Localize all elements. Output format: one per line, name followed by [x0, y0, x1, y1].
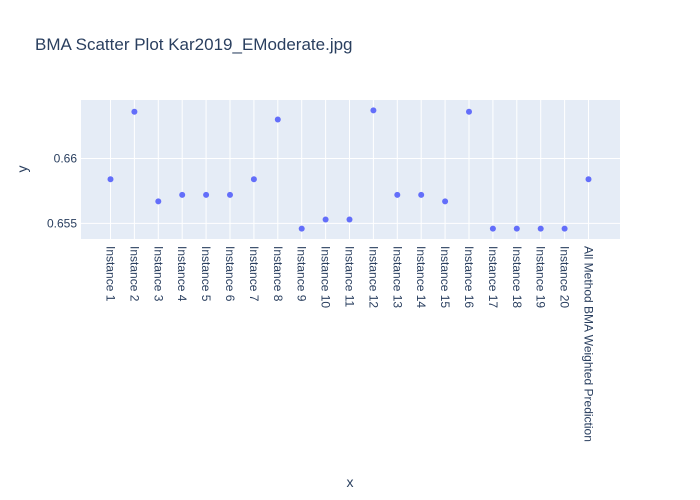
chart-title: BMA Scatter Plot Kar2019_EModerate.jpg: [35, 35, 353, 54]
y-axis-ticks: 0.655 0.66: [47, 151, 77, 230]
plot-area: [81, 100, 620, 239]
x-tick-label: Instance 4: [175, 246, 189, 302]
x-tick-label: Instance 9: [295, 246, 309, 302]
x-tick-label: Instance 8: [271, 246, 285, 302]
data-points: [107, 107, 592, 232]
grid: [81, 100, 620, 239]
x-tick-label: All Method BMA Weighted Prediction: [582, 246, 596, 442]
x-tick-label: Instance 6: [223, 246, 237, 302]
y-tick-label: 0.66: [54, 151, 78, 165]
x-tick-label: Instance 12: [366, 246, 380, 308]
data-point[interactable]: [227, 191, 233, 198]
x-tick-label: Instance 20: [558, 246, 572, 308]
x-axis-title: x: [347, 474, 354, 490]
data-point[interactable]: [322, 216, 329, 223]
data-point[interactable]: [274, 116, 281, 123]
x-tick-label: Instance 14: [414, 246, 428, 308]
y-axis-title: y: [14, 166, 30, 173]
x-tick-label: Instance 13: [390, 246, 404, 308]
data-point[interactable]: [179, 191, 186, 198]
x-axis-ticks: Instance 1 Instance 2 Instance 3 Instance 4…: [104, 246, 596, 442]
x-tick-label: Instance 16: [462, 246, 476, 308]
data-point[interactable]: [250, 176, 257, 183]
data-point[interactable]: [513, 225, 520, 232]
data-point[interactable]: [370, 107, 377, 114]
data-point[interactable]: [442, 198, 449, 205]
data-point[interactable]: [585, 176, 592, 183]
x-tick-label: Instance 1: [104, 246, 118, 302]
y-tick-label: 0.655: [47, 216, 77, 230]
data-point[interactable]: [155, 198, 162, 205]
data-point[interactable]: [466, 108, 472, 115]
x-tick-label: Instance 11: [343, 246, 357, 307]
data-point[interactable]: [203, 191, 210, 198]
data-point[interactable]: [131, 108, 138, 115]
x-tick-label: Instance 2: [127, 246, 141, 302]
data-point[interactable]: [346, 216, 353, 223]
x-tick-label: Instance 18: [510, 246, 524, 308]
x-tick-label: Instance 5: [199, 246, 213, 302]
data-point[interactable]: [537, 225, 544, 232]
x-tick-label: Instance 10: [319, 246, 333, 308]
data-point[interactable]: [418, 191, 425, 198]
data-point[interactable]: [394, 191, 401, 198]
data-point[interactable]: [107, 176, 114, 183]
x-tick-label: Instance 19: [534, 246, 548, 308]
data-point[interactable]: [561, 225, 568, 232]
x-tick-label: Instance 3: [151, 246, 165, 302]
data-point[interactable]: [298, 225, 305, 232]
x-tick-label: Instance 7: [247, 246, 261, 302]
x-tick-label: Instance 17: [486, 246, 500, 308]
data-point[interactable]: [489, 225, 496, 232]
x-tick-label: Instance 15: [438, 246, 452, 308]
